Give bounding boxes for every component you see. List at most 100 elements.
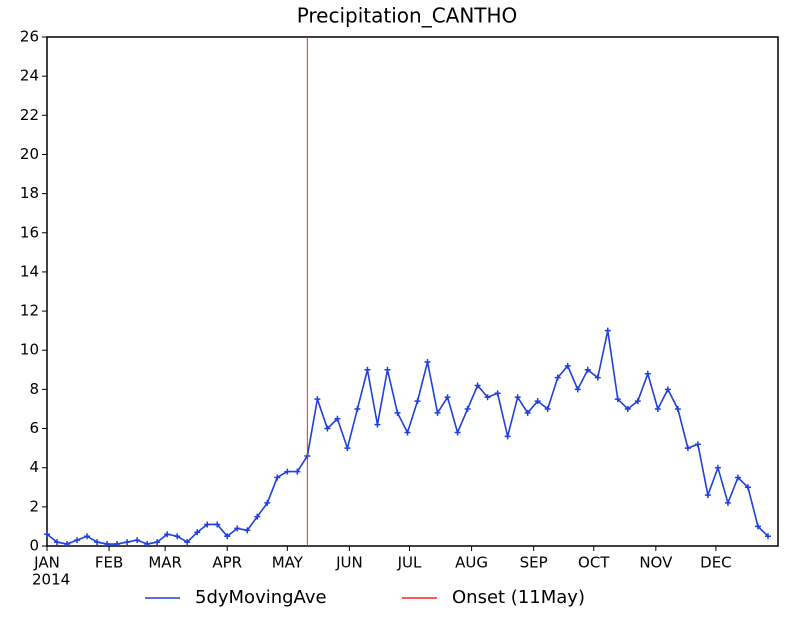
plot-frame	[46, 36, 779, 547]
data-marker	[284, 468, 291, 475]
data-marker	[704, 492, 711, 499]
x-tick-label: SEP	[520, 554, 548, 572]
x-tick-label: OCT	[578, 554, 610, 572]
data-marker	[384, 366, 391, 373]
y-tick-label: 22	[20, 106, 39, 124]
x-tick-label: JUN	[335, 554, 363, 572]
data-marker	[684, 445, 691, 452]
data-marker	[44, 531, 50, 538]
data-marker	[644, 370, 651, 377]
data-marker	[344, 445, 351, 452]
data-marker	[604, 327, 611, 334]
x-tick-label: JAN	[33, 554, 60, 572]
data-marker	[464, 405, 471, 412]
data-line	[46, 330, 769, 545]
data-marker	[494, 390, 501, 397]
x-tick-label: NOV	[639, 554, 673, 572]
y-tick-label: 10	[20, 341, 39, 359]
data-marker	[534, 398, 541, 405]
data-marker	[124, 539, 131, 546]
data-marker	[164, 531, 171, 538]
data-marker	[444, 394, 451, 401]
data-marker	[314, 396, 321, 403]
data-marker	[614, 396, 621, 403]
data-marker	[514, 394, 521, 401]
data-marker	[624, 405, 631, 412]
x-tick-label: MAY	[272, 554, 304, 572]
data-marker	[214, 521, 221, 528]
data-marker	[294, 468, 301, 475]
data-marker	[244, 527, 251, 534]
data-marker	[84, 533, 91, 540]
data-marker	[744, 484, 751, 491]
data-marker	[264, 499, 271, 506]
data-marker	[654, 405, 661, 412]
data-marker	[754, 523, 761, 530]
data-marker	[594, 374, 601, 381]
data-marker	[74, 537, 81, 544]
y-tick-label: 26	[20, 28, 39, 46]
y-tick-label: 18	[20, 184, 39, 202]
data-marker	[454, 429, 461, 436]
data-marker	[334, 415, 341, 422]
data-marker	[134, 537, 141, 544]
y-tick-label: 6	[29, 419, 39, 437]
x-tick-label: MAR	[148, 554, 182, 572]
data-marker	[724, 499, 731, 506]
data-marker	[144, 541, 151, 548]
data-marker	[694, 441, 701, 448]
data-marker	[504, 433, 511, 440]
x-tick-label: JUL	[397, 554, 422, 572]
x-tick-label: DEC	[700, 554, 732, 572]
data-marker	[114, 541, 121, 548]
data-marker	[364, 366, 371, 373]
data-marker	[94, 539, 101, 546]
legend-label: Onset (11May)	[452, 587, 585, 608]
x-tick-label: FEB	[95, 554, 123, 572]
data-marker	[354, 405, 361, 412]
data-marker	[254, 513, 261, 520]
data-marker	[484, 394, 491, 401]
data-marker	[394, 409, 401, 416]
data-marker	[544, 405, 551, 412]
data-marker	[554, 374, 561, 381]
data-marker	[434, 409, 441, 416]
y-tick-label: 24	[20, 67, 39, 85]
data-marker	[714, 464, 721, 471]
data-marker	[64, 541, 71, 548]
year-label: 2014	[32, 571, 70, 589]
data-marker	[194, 529, 201, 536]
data-marker	[424, 358, 431, 365]
data-marker	[54, 539, 61, 546]
data-marker	[474, 382, 481, 389]
data-marker	[324, 425, 331, 432]
data-marker	[634, 398, 641, 405]
data-marker	[204, 521, 211, 528]
y-tick-label: 4	[29, 458, 39, 476]
x-tick-label: APR	[212, 554, 242, 572]
legend-label: 5dyMovingAve	[195, 587, 327, 608]
y-tick-label: 2	[29, 497, 39, 515]
data-marker	[274, 474, 281, 481]
data-marker	[664, 386, 671, 393]
y-tick-label: 12	[20, 302, 39, 320]
x-tick-label: AUG	[455, 554, 488, 572]
y-tick-label: 0	[29, 537, 39, 555]
data-marker	[734, 474, 741, 481]
data-marker	[154, 539, 161, 546]
data-marker	[174, 533, 181, 540]
data-marker	[764, 533, 771, 540]
data-marker	[414, 398, 421, 405]
data-marker	[564, 362, 571, 369]
data-marker	[234, 525, 241, 532]
data-marker	[184, 539, 191, 546]
data-marker	[584, 366, 591, 373]
data-marker	[374, 421, 381, 428]
data-marker	[104, 541, 111, 548]
y-tick-label: 20	[20, 145, 39, 163]
data-marker	[224, 533, 231, 540]
data-marker	[674, 405, 681, 412]
chart-title: Precipitation_CANTHO	[297, 4, 518, 28]
data-marker	[524, 409, 531, 416]
